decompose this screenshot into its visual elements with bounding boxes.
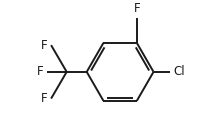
Text: F: F bbox=[41, 92, 48, 105]
Text: Cl: Cl bbox=[174, 65, 185, 78]
Text: F: F bbox=[37, 65, 43, 78]
Text: F: F bbox=[41, 39, 48, 52]
Text: F: F bbox=[133, 2, 140, 15]
